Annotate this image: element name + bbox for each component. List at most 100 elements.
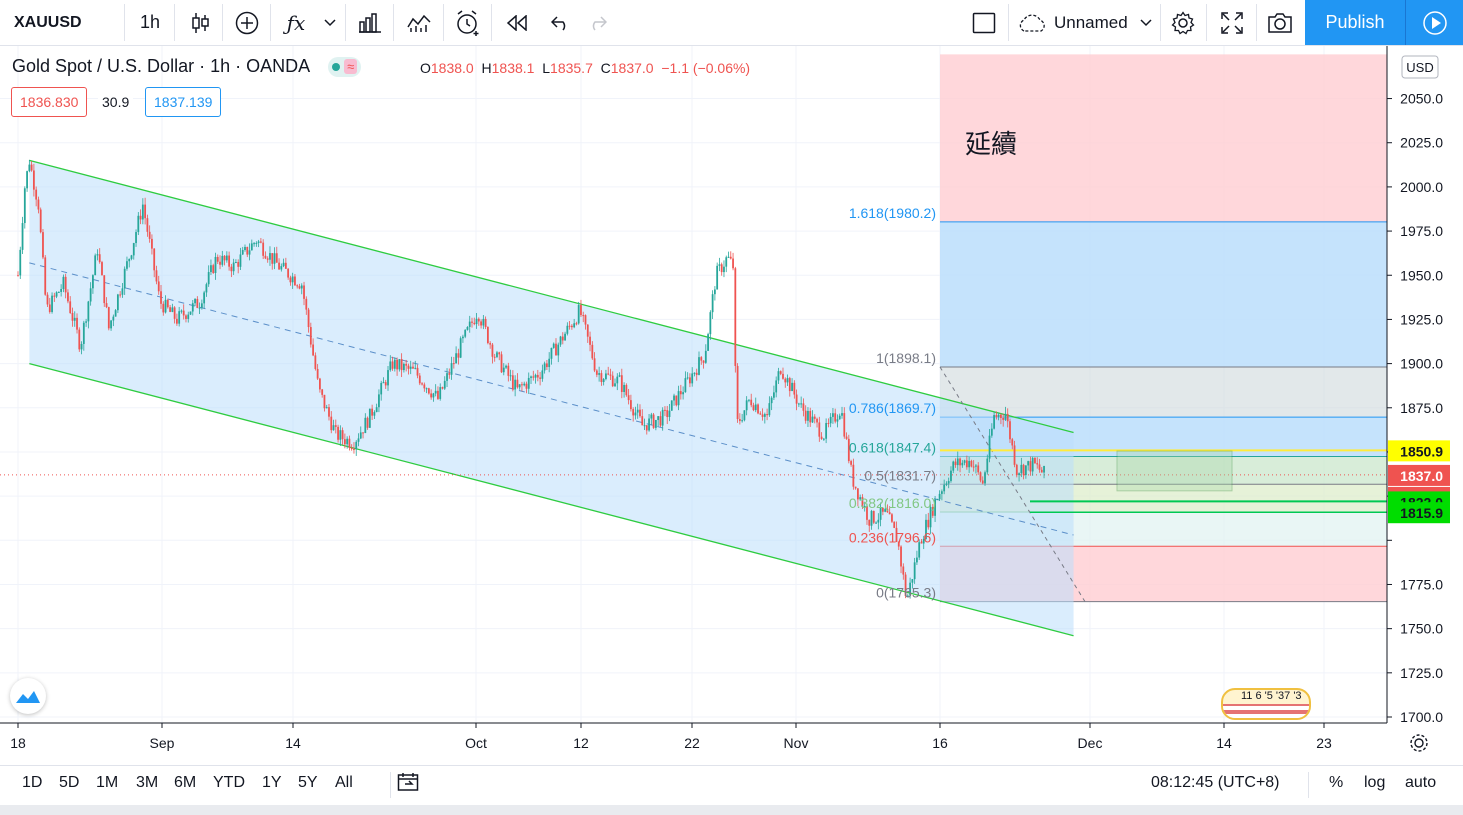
candle (1015, 463, 1018, 478)
range-button-1m[interactable]: 1M (96, 774, 119, 791)
candle-body (253, 243, 255, 245)
candle (582, 311, 585, 323)
candle (965, 455, 968, 470)
price-chart[interactable]: 1.618(1980.2) 1(1898.1) 0.786(1869.7) 0.618… (0, 46, 1463, 769)
candle-body (130, 255, 133, 259)
candle-body (1020, 464, 1023, 474)
percent-toggle[interactable]: % (1329, 774, 1344, 791)
candle-body (380, 382, 383, 395)
range-button-6m[interactable]: 6M (174, 774, 197, 791)
fib-level-label: 0.618(1847.4) (849, 440, 936, 456)
replay-icon[interactable] (496, 0, 538, 45)
range-button-1y[interactable]: 1Y (262, 774, 282, 791)
sell-price-button[interactable]: 1836.830 (11, 87, 88, 117)
candle (570, 324, 573, 330)
candle-body (936, 499, 939, 501)
settings-icon[interactable] (1162, 0, 1204, 45)
add-indicator-icon[interactable] (226, 0, 268, 45)
range-button-all[interactable]: All (335, 774, 353, 791)
chevron-down-icon[interactable] (318, 0, 342, 45)
candle-body (566, 325, 569, 334)
chart-area[interactable]: 1.618(1980.2) 1(1898.1) 0.786(1869.7) 0.618… (0, 46, 1463, 769)
candle-body (300, 285, 303, 289)
candle-body (868, 519, 871, 526)
candle-body (203, 292, 206, 304)
play-icon[interactable] (1405, 0, 1463, 45)
candle-body (832, 413, 834, 417)
goto-date-icon[interactable] (397, 772, 419, 797)
candle (132, 242, 135, 260)
range-button-ytd[interactable]: YTD (213, 774, 245, 791)
candle (452, 356, 455, 369)
interval-button[interactable]: 1h (139, 12, 161, 32)
candle-body (564, 333, 566, 341)
candle (337, 424, 339, 443)
candle (173, 306, 176, 324)
candle (607, 366, 610, 376)
candle-body (230, 266, 233, 272)
candle-body (838, 415, 841, 420)
range-button-5d[interactable]: 5D (59, 774, 80, 791)
candle-body (570, 325, 573, 328)
undo-icon[interactable] (540, 0, 582, 45)
candle-body (225, 255, 228, 261)
fib-zone (940, 366, 1387, 418)
candle (241, 246, 244, 256)
economic-events-badge[interactable]: 11 6 '5 '37 '3 (1221, 688, 1311, 720)
fx-icon[interactable]: ƒx (286, 10, 306, 35)
camera-icon[interactable] (1258, 0, 1302, 45)
candle-body (323, 394, 326, 409)
indicators-icon[interactable] (397, 0, 441, 45)
candle-body (464, 329, 467, 337)
candle (979, 471, 982, 483)
candle-body (378, 394, 380, 408)
clock-time[interactable]: 08:12:45 (UTC+8) (1151, 774, 1280, 791)
buy-price-button[interactable]: 1837.139 (145, 87, 222, 117)
layout-name-button[interactable]: Unnamed (1012, 0, 1160, 45)
chart-settings-icon[interactable] (1410, 734, 1428, 752)
candle-body (929, 506, 932, 528)
candle (148, 225, 151, 243)
candle (321, 388, 324, 398)
candle-body (446, 373, 448, 381)
candle (464, 329, 467, 339)
auto-toggle[interactable]: auto (1405, 774, 1437, 791)
candle (250, 239, 253, 251)
market-status-icon[interactable]: ≈ (328, 56, 362, 77)
candle (130, 254, 133, 261)
candle (577, 301, 580, 325)
candle-body (462, 336, 464, 339)
candle-body (904, 574, 907, 596)
tradingview-logo-icon[interactable] (10, 678, 46, 714)
candle (745, 396, 748, 416)
range-button-1d[interactable]: 1D (22, 774, 43, 791)
candle-body (725, 257, 728, 267)
candle-body (262, 242, 265, 256)
symbol-search-button[interactable]: XAUUSD (14, 13, 82, 31)
candles-icon[interactable] (178, 0, 222, 45)
candle (511, 370, 514, 392)
candle (223, 254, 226, 266)
range-button-3m[interactable]: 3M (136, 774, 159, 791)
candle (137, 212, 140, 236)
alert-icon[interactable] (447, 0, 489, 45)
range-button-5y[interactable]: 5Y (298, 774, 318, 791)
bar-compare-icon[interactable] (349, 0, 391, 45)
select-layout-icon[interactable] (962, 0, 1006, 45)
candle (1043, 465, 1045, 479)
candle-body (666, 410, 669, 418)
fullscreen-icon[interactable] (1210, 0, 1254, 45)
log-toggle[interactable]: log (1364, 774, 1386, 791)
candle-body (723, 266, 725, 273)
currency-box (1401, 55, 1439, 79)
candle-body (180, 310, 183, 312)
candle (484, 316, 487, 330)
candle (73, 311, 76, 327)
publish-button[interactable]: Publish (1305, 0, 1405, 45)
candle (891, 512, 893, 523)
candle (89, 282, 92, 306)
candle (593, 352, 596, 373)
candle-body (1040, 469, 1043, 473)
redo-icon[interactable] (576, 0, 618, 45)
symbol-title[interactable]: Gold Spot / U.S. Dollar · 1h · OANDA (12, 56, 311, 76)
